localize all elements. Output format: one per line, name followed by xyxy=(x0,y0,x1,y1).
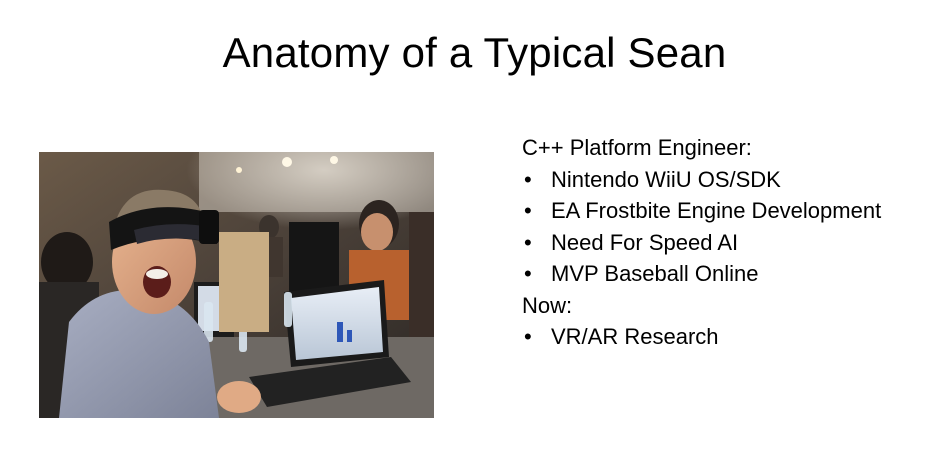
list-item: • Need For Speed AI xyxy=(522,227,942,259)
bullet-list-now: • VR/AR Research xyxy=(522,321,942,353)
bullet-icon: • xyxy=(524,324,532,349)
list-item: • Nintendo WiiU OS/SDK xyxy=(522,164,942,196)
slide-content: C++ Platform Engineer: • Nintendo WiiU OS… xyxy=(522,132,942,353)
bullet-icon: • xyxy=(524,166,532,192)
list-item-text: EA Frostbite Engine Development xyxy=(551,198,882,223)
list-item-text: Need For Speed AI xyxy=(551,229,739,255)
section-heading-platform-engineer: C++ Platform Engineer: xyxy=(522,135,752,160)
list-item-text: VR/AR Research xyxy=(551,324,719,349)
bullet-icon: • xyxy=(524,229,532,255)
list-item-text: MVP Baseball Online xyxy=(551,261,759,286)
bullet-icon: • xyxy=(524,198,532,223)
list-item: • EA Frostbite Engine Development xyxy=(522,195,942,227)
photo-person-vr-headset xyxy=(39,152,434,418)
section-heading-now: Now: xyxy=(522,292,573,318)
list-item: • VR/AR Research xyxy=(522,321,942,353)
list-item: • MVP Baseball Online xyxy=(522,258,942,290)
bullet-list-platform-engineer: • Nintendo WiiU OS/SDK • EA Frostbite Engi… xyxy=(522,164,942,290)
slide-title: Anatomy of a Typical Sean xyxy=(222,29,727,76)
bullet-icon: • xyxy=(524,261,532,286)
list-item-text: Nintendo WiiU OS/SDK xyxy=(551,166,781,192)
